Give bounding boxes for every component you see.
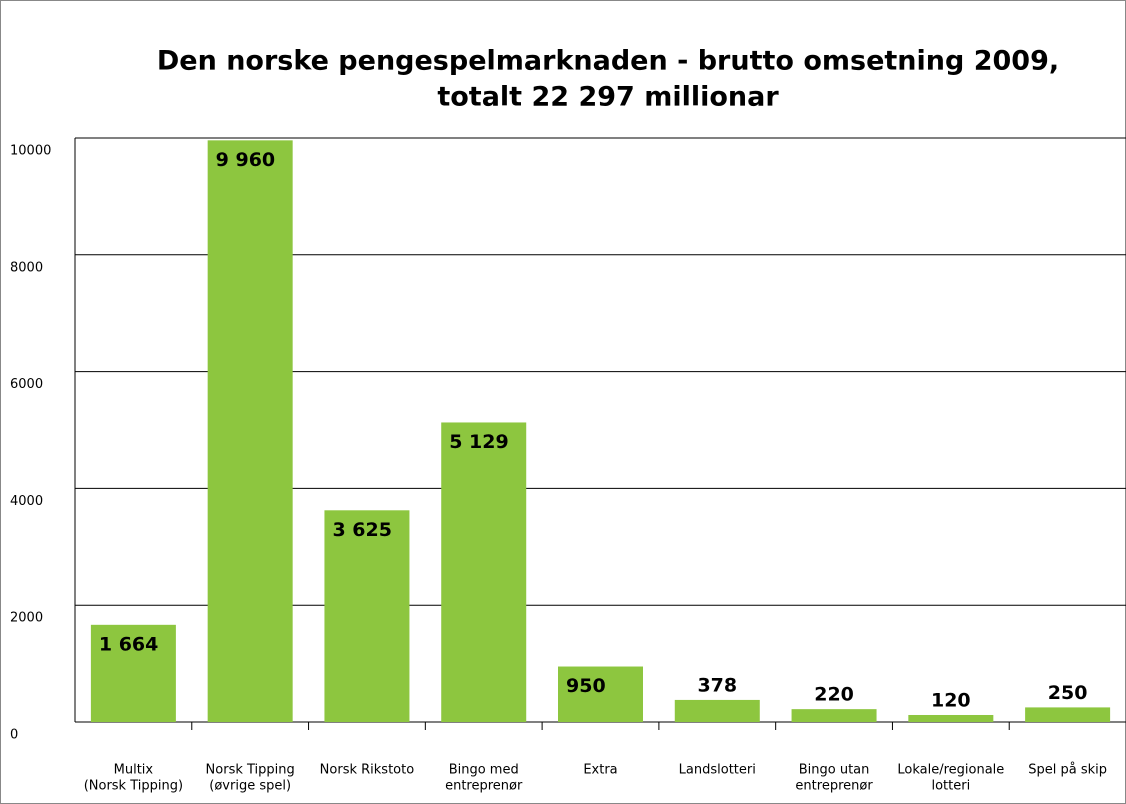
x-tick-label: Norsk Rikstoto	[320, 763, 415, 778]
x-tick-label: Spel på skip	[1028, 763, 1107, 778]
y-tick-label: 8000	[10, 260, 43, 275]
bar	[674, 699, 760, 722]
x-tick-label: Extra	[583, 763, 617, 778]
x-tick-label: (øvrige spel)	[209, 779, 291, 794]
x-tick-label: Bingo med	[449, 763, 519, 778]
bar	[908, 714, 994, 722]
bar	[90, 624, 176, 722]
value-label: 1 664	[99, 633, 159, 655]
x-tick-label: Multix	[114, 763, 154, 778]
chart-title: totalt 22 297 millionar	[437, 82, 779, 113]
value-label: 378	[697, 674, 737, 696]
value-label: 220	[814, 684, 854, 706]
y-tick-label: 4000	[10, 494, 43, 509]
value-label: 950	[566, 675, 606, 697]
x-tick-label: (Norsk Tipping)	[84, 779, 183, 794]
x-tick-label: Landslotteri	[679, 763, 756, 778]
y-tick-label: 2000	[10, 611, 43, 626]
x-tick-label: Norsk Tipping	[206, 763, 295, 778]
chart-title: Den norske pengespelmarknaden - brutto o…	[157, 46, 1059, 77]
x-tick-label: entreprenør	[445, 779, 523, 794]
bar	[207, 140, 293, 722]
value-label: 3 625	[332, 519, 392, 541]
bar	[791, 709, 877, 722]
bar	[558, 666, 643, 722]
x-tick-label: lotteri	[931, 779, 970, 794]
x-tick-label: Lokale/regionale	[897, 763, 1004, 778]
y-tick-label: 0	[10, 728, 18, 743]
value-label: 120	[931, 689, 971, 711]
bar	[1025, 707, 1111, 722]
x-tick-label: Bingo utan	[799, 763, 870, 778]
y-tick-label: 10000	[10, 144, 51, 159]
bar	[441, 422, 527, 722]
x-tick-label: entreprenør	[795, 779, 873, 794]
bar	[324, 510, 410, 722]
y-tick-label: 6000	[10, 377, 43, 392]
value-label: 5 129	[449, 431, 509, 453]
value-label: 250	[1048, 682, 1088, 704]
value-label: 9 960	[216, 149, 276, 171]
